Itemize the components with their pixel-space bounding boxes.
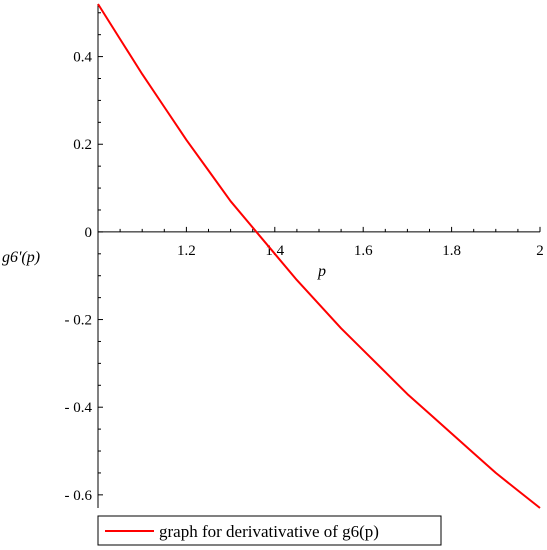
x-tick-label: 1.6 (354, 243, 373, 259)
ticks: 1.2 1.4 1.6 1.8 20.40.20- 0.2- 0.4- 0.6 (65, 12, 544, 504)
y-tick-label: - 0.4 (65, 400, 93, 416)
series-layer (97, 3, 541, 509)
y-tick-label: 0.4 (73, 50, 92, 66)
x-axis-label: p (317, 263, 326, 280)
x-tick-label: 2 (536, 243, 544, 259)
axes (97, 4, 540, 508)
legend-label: graph for derivativative of g6(p) (159, 522, 379, 541)
y-tick-label: 0.2 (73, 137, 92, 153)
y-tick-label: - 0.2 (65, 313, 93, 329)
legend: graph for derivativative of g6(p) (97, 515, 442, 546)
y-tick-label: 0 (85, 225, 93, 241)
y-axis-label: g6'(p) (2, 249, 40, 266)
x-tick-label: 1.2 (177, 243, 196, 259)
y-tick-label: - 0.6 (65, 488, 93, 504)
series-line (97, 3, 541, 509)
x-tick-label: 1.8 (442, 243, 461, 259)
legend-box (97, 515, 442, 546)
